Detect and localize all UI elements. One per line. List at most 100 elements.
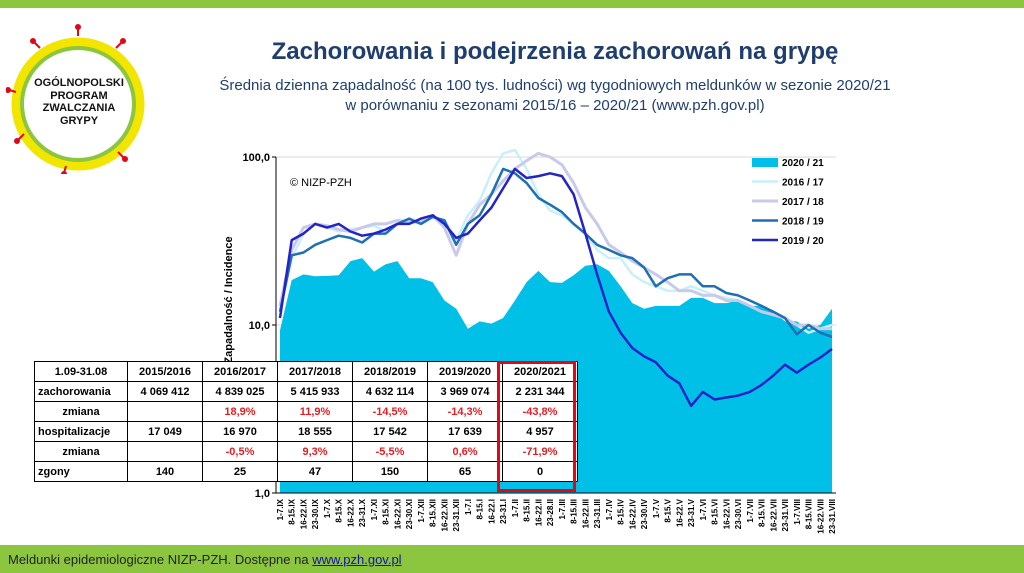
x-tick-label: 8-15.VIII bbox=[805, 499, 814, 529]
x-tick-label: 8-15.VI bbox=[711, 499, 720, 525]
footer-link[interactable]: www.pzh.gov.pl bbox=[312, 552, 402, 567]
season-summary-table: 1.09-31.08 2015/2016 2016/2017 2017/2018 201… bbox=[34, 361, 578, 482]
table-row-label: zmiana bbox=[34, 441, 128, 462]
x-tick-label: 1-7.II bbox=[511, 499, 520, 517]
table-cell: -14,3% bbox=[427, 401, 503, 422]
table-cell: -14,5% bbox=[352, 401, 428, 422]
table-cell: 47 bbox=[277, 461, 353, 482]
x-tick-label: 23-31.VIII bbox=[828, 499, 837, 534]
x-tick-label: 8-15.IX bbox=[288, 498, 297, 524]
table-cell: 16 970 bbox=[202, 421, 278, 442]
table-cell: 4 069 412 bbox=[127, 381, 203, 402]
table-cell: 0 bbox=[502, 461, 578, 482]
x-tick-label: 1-7.VIII bbox=[793, 499, 802, 525]
table-row: zmiana 18,9% 11,9% -14,5% -14,3% -43,8% bbox=[34, 401, 578, 422]
table-cell: 150 bbox=[352, 461, 428, 482]
table-cell bbox=[127, 441, 203, 462]
subtitle-line-1: Średnia dzienna zapadalność (na 100 tys.… bbox=[219, 77, 891, 94]
x-tick-label: 16-22.XII bbox=[440, 499, 449, 531]
legend-label: 2020 / 21 bbox=[782, 158, 824, 169]
x-tick-label: 23-30.IV bbox=[640, 498, 649, 529]
table-cell: -5,5% bbox=[352, 441, 428, 462]
x-tick-label: 23-31.III bbox=[593, 499, 602, 528]
y-tick-label: 100,0 bbox=[242, 152, 270, 164]
top-green-bar bbox=[0, 0, 1024, 8]
x-tick-label: 1-7.III bbox=[558, 499, 567, 519]
x-tick-label: 1-7.V bbox=[652, 498, 661, 518]
logo-line-1: OGÓLNOPOLSKI bbox=[34, 77, 124, 89]
table-header-cell: 1.09-31.08 bbox=[34, 361, 128, 382]
table-cell: 5 415 933 bbox=[277, 381, 353, 402]
highlight-box-2020-2021 bbox=[497, 361, 576, 492]
x-tick-label: 23-28.II bbox=[546, 499, 555, 526]
table-cell: 11,9% bbox=[277, 401, 353, 422]
x-tick-label: 1-7.IV bbox=[605, 498, 614, 520]
table-cell: 4 632 114 bbox=[352, 381, 428, 402]
x-tick-label: 16-22.X bbox=[347, 498, 356, 527]
y-axis-label: Zapadalność / Incidence bbox=[223, 236, 235, 363]
x-tick-label: 23-31.X bbox=[358, 498, 367, 527]
table-cell: -0,5% bbox=[202, 441, 278, 462]
x-tick-label: 8-15.II bbox=[523, 499, 532, 522]
table-cell: 18,9% bbox=[202, 401, 278, 422]
footer-text: Meldunki epidemiologiczne NIZP-PZH. Dost… bbox=[8, 552, 313, 567]
x-tick-label: 23-30.XI bbox=[405, 499, 414, 529]
x-tick-label: 1-7.VII bbox=[746, 499, 755, 523]
legend-label: 2018 / 19 bbox=[782, 217, 824, 228]
x-tick-label: 16-22.I bbox=[487, 499, 496, 524]
y-tick-label: 1,0 bbox=[255, 488, 270, 500]
x-tick-label: 8-15.X bbox=[335, 498, 344, 522]
table-row-label: zgony bbox=[34, 461, 128, 482]
table-cell: 0,6% bbox=[427, 441, 503, 462]
x-tick-label: 16-22.IX bbox=[300, 498, 309, 529]
x-tick-label: 23-30.IX bbox=[311, 498, 320, 529]
table-row: zachorowania 4 069 412 4 839 025 5 415 933 4… bbox=[34, 381, 578, 402]
table-cell: 25 bbox=[202, 461, 278, 482]
x-tick-label: 16-22.II bbox=[534, 499, 543, 526]
table-cell: 17 542 bbox=[352, 421, 428, 442]
page-subtitle: Średnia dzienna zapadalność (na 100 tys.… bbox=[150, 76, 960, 116]
x-tick-label: 16-22.XI bbox=[393, 499, 402, 529]
series-line-201718 bbox=[278, 151, 832, 331]
table-cell: 9,3% bbox=[277, 441, 353, 462]
table-cell: 18 555 bbox=[277, 421, 353, 442]
table-cell: 17 049 bbox=[127, 421, 203, 442]
x-tick-label: 23-31.V bbox=[687, 498, 696, 527]
subtitle-line-2: w porównaniu z sezonami 2015/16 – 2020/2… bbox=[345, 97, 765, 114]
x-tick-label: 1-7.X bbox=[323, 498, 332, 518]
legend-swatch bbox=[752, 158, 778, 167]
x-tick-label: 23-31.VII bbox=[781, 499, 790, 531]
table-row-label: hospitalizacje bbox=[34, 421, 128, 442]
x-tick-label: 1-7.XI bbox=[370, 499, 379, 520]
y-tick-label: 10,0 bbox=[249, 320, 270, 332]
x-tick-label: 23-30.VI bbox=[734, 499, 743, 529]
table-cell: 65 bbox=[427, 461, 503, 482]
x-tick-label: 8-15.XI bbox=[382, 499, 391, 525]
table-cell: 3 969 074 bbox=[427, 381, 503, 402]
logo-text: OGÓLNOPOLSKI PROGRAM ZWALCZANIA GRYPY bbox=[18, 77, 140, 127]
x-tick-label: 16-22.VII bbox=[769, 499, 778, 531]
chart-copyright: © NIZP-PZH bbox=[290, 177, 352, 189]
table-cell: 4 839 025 bbox=[202, 381, 278, 402]
x-tick-label: 16-22.VI bbox=[722, 499, 731, 529]
x-tick-label: 1-7.VI bbox=[699, 499, 708, 520]
x-tick-label: 23-31.I bbox=[499, 499, 508, 524]
table-header-cell: 2017/2018 bbox=[277, 361, 353, 382]
x-tick-label: 16-22.IV bbox=[628, 498, 637, 529]
table-row: zgony 140 25 47 150 65 0 bbox=[34, 461, 578, 482]
table-header-cell: 2015/2016 bbox=[127, 361, 203, 382]
legend-label: 2019 / 20 bbox=[782, 236, 824, 247]
x-tick-label: 8-15.IV bbox=[617, 498, 626, 524]
table-row-label: zmiana bbox=[34, 401, 128, 422]
table-row: zmiana -0,5% 9,3% -5,5% 0,6% -71,9% bbox=[34, 441, 578, 462]
table-row-label: zachorowania bbox=[34, 381, 128, 402]
x-tick-label: 8-15.XII bbox=[429, 499, 438, 527]
series-line-201920 bbox=[278, 167, 833, 408]
table-cell: 140 bbox=[127, 461, 203, 482]
x-tick-label: 16-22.V bbox=[675, 498, 684, 527]
bottom-green-bar bbox=[0, 545, 1024, 573]
table-header-cell: 2016/2017 bbox=[202, 361, 278, 382]
legend-label: 2017 / 18 bbox=[782, 197, 824, 208]
table-cell: 17 639 bbox=[427, 421, 503, 442]
program-logo: OGÓLNOPOLSKI PROGRAM ZWALCZANIA GRYPY bbox=[5, 14, 151, 177]
